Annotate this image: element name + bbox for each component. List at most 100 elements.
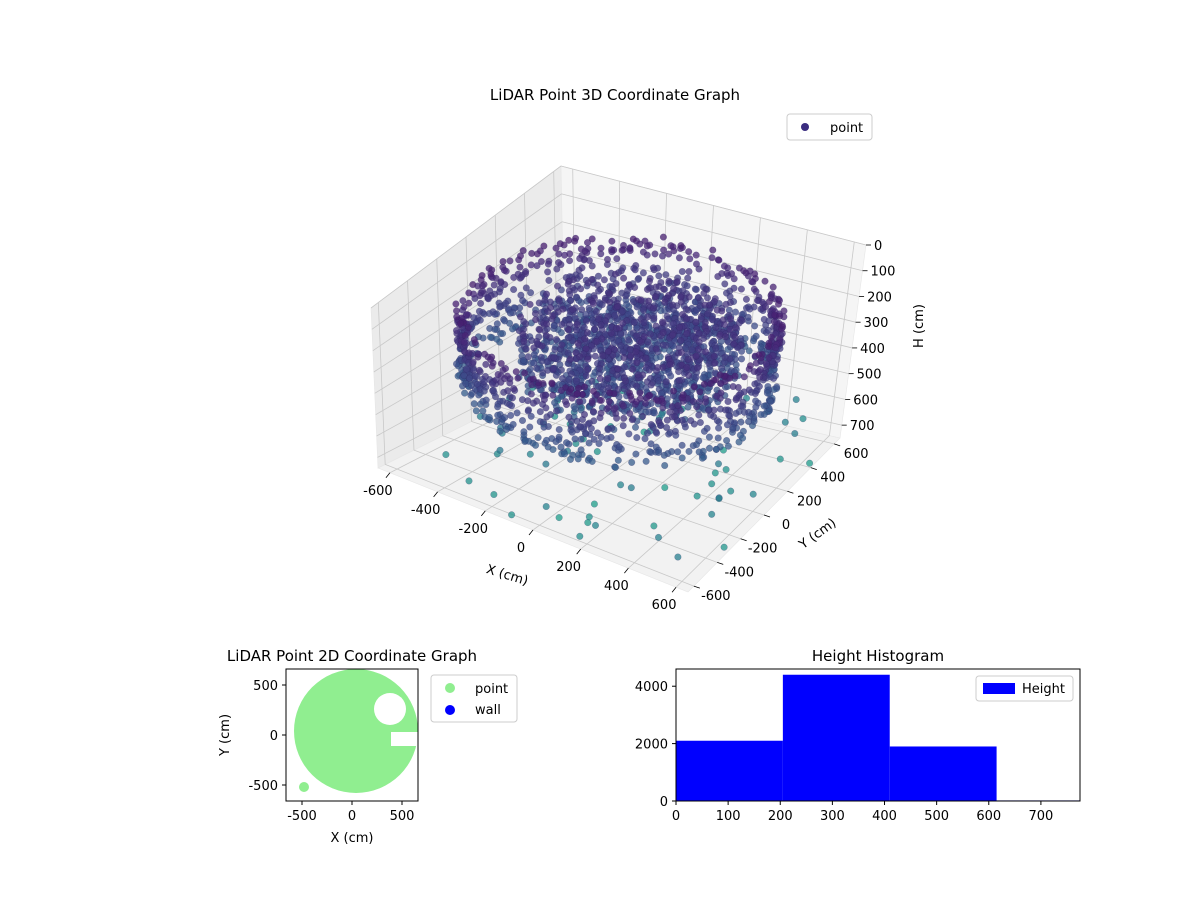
point-2118 [715, 494, 723, 502]
y-tick-label-0: 0 [270, 729, 278, 744]
point-1964 [721, 406, 730, 414]
point-2435 [589, 387, 598, 395]
point-2324 [625, 430, 633, 438]
point-1843 [519, 356, 528, 364]
point-2417 [585, 439, 593, 447]
point-1784 [737, 402, 745, 410]
point-2358 [626, 409, 634, 417]
point-2561 [534, 379, 542, 387]
point-2157 [604, 374, 612, 382]
grid-x-back [829, 241, 855, 436]
point-2454 [494, 370, 502, 378]
point-2556 [524, 407, 532, 415]
point-1366 [694, 345, 702, 353]
legend-point-label: point [830, 121, 863, 136]
point-2420 [595, 440, 603, 448]
point-2193 [627, 484, 635, 492]
point-1747 [645, 366, 653, 374]
point-311 [762, 303, 770, 311]
point-2569 [674, 553, 682, 561]
point-1503 [714, 460, 723, 468]
hist-frame [675, 668, 1081, 802]
point-584 [552, 244, 560, 252]
grid-z-left [371, 193, 562, 330]
point-2184 [549, 365, 557, 373]
point-520 [561, 251, 569, 259]
point-1123 [506, 309, 514, 317]
point-95 [685, 267, 693, 276]
point-583 [682, 305, 690, 313]
point-803 [564, 280, 572, 288]
point-175 [748, 277, 756, 286]
point-1698 [564, 326, 572, 334]
y-tick-mark [693, 585, 700, 589]
point-2163 [558, 374, 567, 383]
point-2529 [576, 422, 585, 431]
point-1064 [508, 325, 517, 333]
point-1713 [642, 354, 650, 362]
point-2147 [650, 522, 658, 530]
point-1905 [725, 411, 733, 419]
point-86 [730, 284, 738, 292]
point-2392 [611, 404, 619, 412]
point-2557 [514, 374, 522, 382]
point-1794 [732, 409, 740, 417]
point-481 [791, 429, 799, 438]
point-246 [603, 255, 612, 263]
point-2443 [596, 396, 604, 404]
point-2470 [494, 403, 502, 411]
point-226 [597, 244, 605, 252]
point-2406 [485, 413, 493, 421]
point-140 [751, 322, 759, 330]
point-1552 [652, 345, 660, 353]
point-1595 [693, 492, 701, 500]
point-1524 [692, 373, 700, 381]
point-1249 [490, 281, 498, 289]
x-tick-label--600: -600 [363, 484, 393, 499]
x-tick-label-0: 0 [517, 541, 525, 556]
point-2057 [705, 444, 714, 452]
point-740 [738, 355, 746, 363]
chart2d-legend: point wall [430, 674, 518, 723]
point-1063 [767, 333, 775, 341]
point-2399 [501, 365, 510, 373]
point-1167 [535, 299, 543, 307]
grid-x-back [744, 217, 761, 417]
point-outlier [299, 782, 309, 792]
point-1392 [590, 325, 598, 333]
point-2520 [518, 416, 527, 425]
point-2381 [613, 414, 621, 422]
point-210 [618, 246, 626, 254]
point-1018 [721, 333, 729, 341]
point-2564 [591, 521, 600, 529]
point-2056 [713, 392, 721, 400]
point-2550 [528, 381, 536, 389]
point-598 [713, 306, 721, 314]
point-1327 [661, 483, 669, 492]
point-2264 [542, 460, 550, 468]
point-2507 [501, 413, 509, 422]
grid-z-left [372, 221, 563, 351]
point-2105 [526, 450, 534, 458]
grid-z-back [564, 332, 846, 400]
grid-y-floor [500, 406, 788, 492]
point-729 [537, 257, 545, 266]
point-102 [665, 250, 673, 258]
point-1619 [477, 276, 485, 284]
point-2340 [625, 389, 634, 397]
point-2433 [588, 457, 596, 465]
point-958 [516, 263, 524, 271]
point-2555 [557, 443, 565, 451]
lidar-3d-chart: LiDAR Point 3D Coordinate Graph -600 -400… [363, 86, 927, 613]
point-2487 [563, 401, 571, 409]
point-1215 [677, 337, 685, 345]
point-1609 [477, 299, 485, 307]
point-1257 [659, 329, 667, 337]
point-2190 [681, 423, 689, 431]
point-2329 [465, 349, 473, 357]
point-178 [806, 459, 814, 467]
point-1859 [564, 349, 572, 357]
z-tick-label-200: 200 [867, 290, 892, 305]
point-2481 [555, 425, 563, 434]
hist-bar-2 [889, 746, 997, 801]
